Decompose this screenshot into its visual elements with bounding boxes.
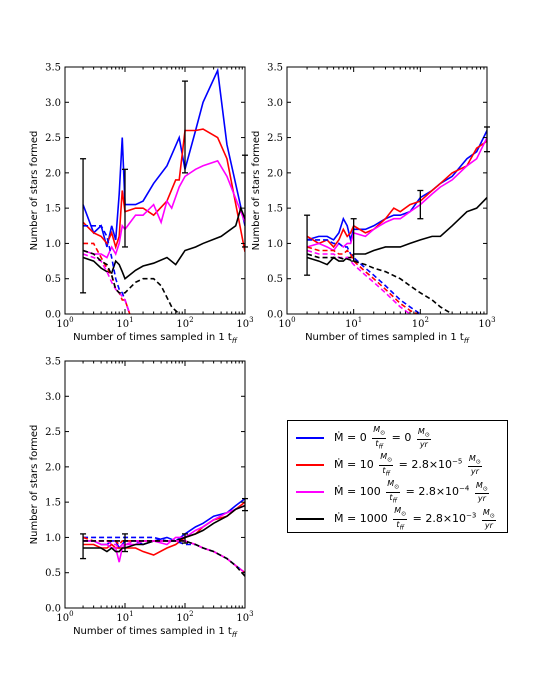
legend-label: Ṁ = 1000 M⊙ tff = 2.8×10−3 M⊙ yr (334, 505, 496, 532)
y-axis-label: Number of stars formed (29, 131, 40, 251)
legend-swatch (296, 464, 324, 466)
fraction: M⊙ tff (372, 424, 387, 451)
fraction: M⊙ tff (386, 478, 401, 505)
series-line-solid-0 (306, 130, 487, 244)
series-line-dashed-7 (82, 249, 180, 314)
series-line-solid-1 (82, 128, 245, 253)
series-line-solid-3 (306, 197, 487, 266)
series-line-dashed-6 (82, 253, 131, 314)
legend-entry: Ṁ = 0 M⊙ tff = 0 M⊙ yr (296, 425, 433, 451)
y-tick-label: 1.5 (45, 204, 61, 215)
y-tick-label: 1.5 (267, 204, 283, 215)
x-tick-label: 103 (478, 316, 495, 330)
y-tick-label: 0.0 (267, 310, 283, 321)
legend-swatch (296, 491, 324, 493)
series-line-dashed-5 (83, 242, 131, 314)
x-tick-label: 102 (176, 610, 193, 624)
error-bar (182, 533, 188, 544)
panel-top-right: 0.0 0.5 1.0 1.5 2.0 2.5 3.0 3.5 100 101 102 103 Numb… (251, 63, 496, 346)
x-tick-label: 103 (236, 610, 253, 624)
legend-label: Ṁ = 10 M⊙ tff = 2.8×10−5 M⊙ yr (334, 451, 482, 478)
y-axis-label: Number of stars formed (29, 425, 40, 545)
plot-frame (286, 66, 488, 315)
y-tick-label: 2.0 (45, 462, 61, 473)
panel-bottom-left: 0.0 0.5 1.0 1.5 2.0 2.5 3.0 3.5 100 101 102 103 Numb… (29, 357, 254, 640)
series-line-solid-1 (83, 501, 245, 556)
y-tick-label: 3.0 (45, 98, 61, 109)
legend-entry: Ṁ = 100 M⊙ tff = 2.8×10−4 M⊙ yr (296, 479, 491, 505)
y-tick-label: 1.0 (45, 239, 61, 250)
series-line-solid-1 (306, 140, 487, 249)
y-tick-label: 2.0 (267, 168, 283, 179)
y-axis-label: Number of stars formed (251, 131, 262, 251)
y-tick-label: 3.0 (267, 98, 283, 109)
series-line-dashed-4 (83, 224, 131, 314)
y-tick-label: 2.0 (45, 168, 61, 179)
y-tick-label: 2.5 (45, 427, 61, 438)
series-line-dashed-7 (83, 540, 245, 577)
legend: Ṁ = 0 M⊙ tff = 0 M⊙ yr Ṁ = 10 M⊙ tff = 2.8×1… (287, 420, 508, 533)
series-line-solid-3 (82, 205, 245, 281)
x-tick-label: 101 (116, 610, 133, 624)
x-tick-label: 103 (236, 316, 253, 330)
legend-label: Ṁ = 100 M⊙ tff = 2.8×10−4 M⊙ yr (334, 478, 489, 505)
error-bar (122, 168, 128, 248)
fraction: M⊙ yr (416, 426, 431, 450)
y-tick-label: 1.5 (45, 498, 61, 509)
error-bar (350, 218, 357, 262)
series-line-solid-2 (82, 159, 245, 259)
fraction: M⊙ yr (474, 480, 489, 504)
legend-label: Ṁ = 0 M⊙ tff = 0 M⊙ yr (334, 424, 431, 451)
y-tick-label: 1.0 (45, 533, 61, 544)
series-line-solid-3 (83, 504, 245, 553)
series-line-dashed-7 (306, 253, 453, 314)
y-tick-label: 1.0 (267, 239, 283, 250)
series-line-solid-2 (306, 137, 487, 252)
legend-swatch (296, 437, 324, 439)
y-tick-label: 0.0 (45, 604, 61, 615)
y-tick-label: 0.5 (45, 274, 61, 285)
y-tick-label: 2.5 (45, 133, 61, 144)
legend-swatch (296, 518, 324, 520)
x-axis-label: Number of times sampled in 1 tff (305, 332, 470, 345)
series-line-dashed-4 (307, 239, 421, 314)
y-tick-label: 3.5 (45, 357, 61, 368)
y-tick-label: 0.5 (267, 274, 283, 285)
y-tick-label: 0.0 (45, 310, 61, 321)
error-bar (80, 158, 87, 294)
y-tick-label: 2.5 (267, 133, 283, 144)
x-tick-label: 100 (278, 316, 295, 330)
x-axis-label: Number of times sampled in 1 tff (73, 332, 238, 345)
series-line-solid-0 (82, 67, 245, 248)
y-tick-label: 3.5 (45, 63, 61, 74)
plot-frame (64, 66, 246, 315)
y-tick-label: 3.0 (45, 392, 61, 403)
legend-entry: Ṁ = 10 M⊙ tff = 2.8×10−5 M⊙ yr (296, 452, 484, 478)
x-tick-label: 102 (412, 316, 429, 330)
fraction: M⊙ tff (379, 451, 394, 478)
x-tick-label: 102 (176, 316, 193, 330)
error-bar (417, 189, 424, 220)
y-tick-label: 0.5 (45, 568, 61, 579)
x-axis-label: Number of times sampled in 1 tff (73, 626, 238, 639)
panel-top-left: 0.0 0.5 1.0 1.5 2.0 2.5 3.0 3.5 100 101 102 103 Numb… (29, 63, 254, 346)
plot-frame (64, 360, 246, 609)
fraction: M⊙ tff (393, 505, 408, 532)
x-tick-label: 100 (56, 316, 73, 330)
error-bar (122, 533, 128, 553)
error-bar (304, 214, 311, 276)
y-tick-label: 3.5 (267, 63, 283, 74)
error-bar (80, 533, 87, 560)
x-tick-label: 101 (116, 316, 133, 330)
error-bar (182, 80, 188, 174)
fraction: M⊙ yr (467, 453, 482, 477)
x-tick-label: 101 (345, 316, 362, 330)
fraction: M⊙ yr (481, 507, 496, 531)
legend-entry: Ṁ = 1000 M⊙ tff = 2.8×10−3 M⊙ yr (296, 506, 498, 532)
series-line-dashed-6 (306, 249, 411, 314)
x-tick-label: 100 (56, 610, 73, 624)
